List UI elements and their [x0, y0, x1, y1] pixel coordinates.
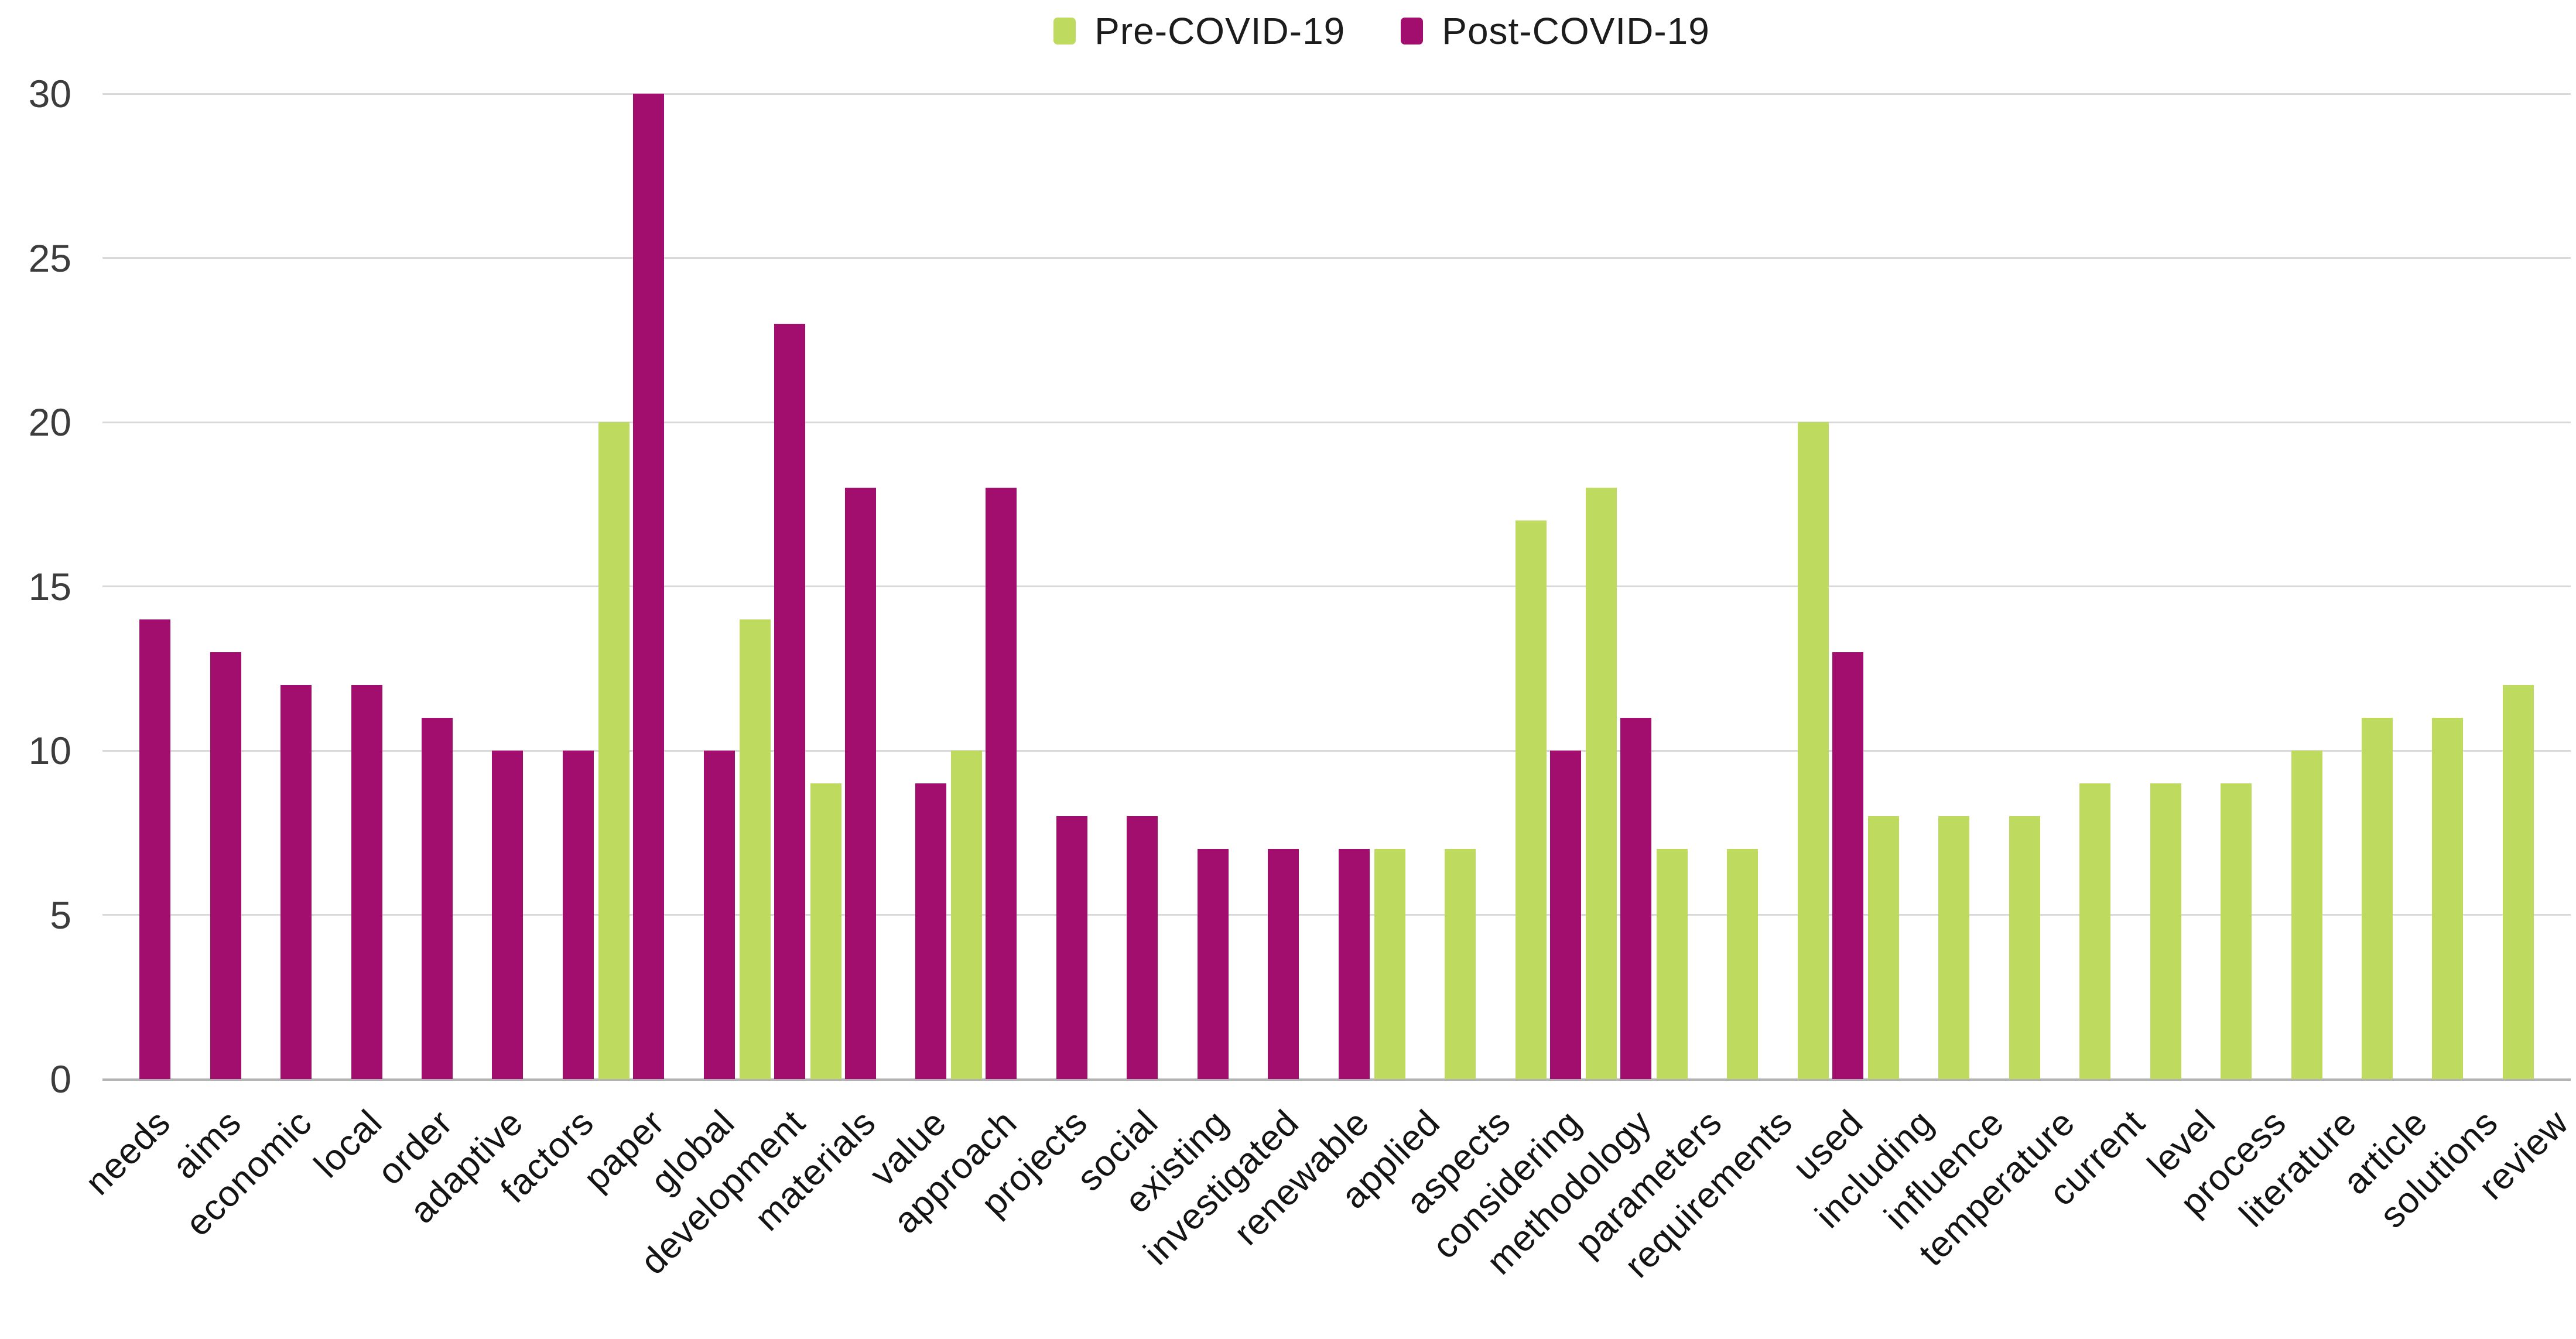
gridline: [102, 421, 2571, 423]
post-covid-bar-existing: [1197, 849, 1229, 1079]
pre-covid-bar-article: [2361, 717, 2393, 1079]
legend-label: Pre-COVID-19: [1094, 10, 1346, 52]
legend-swatch-icon: [1053, 18, 1076, 44]
pre-covid-bar-considering: [1515, 520, 1547, 1079]
y-axis-tick-label: 25: [28, 236, 71, 280]
pre-covid-bar-used: [1797, 422, 1829, 1079]
x-axis-tick-label: needs: [77, 1102, 179, 1203]
post-covid-bar-aims: [210, 652, 241, 1079]
y-axis-tick-label: 20: [28, 400, 71, 444]
legend-label: Post-COVID-19: [1442, 10, 1710, 52]
post-covid-bar-projects: [1056, 816, 1087, 1079]
post-covid-bar-materials: [844, 488, 876, 1079]
post-covid-bar-development: [774, 323, 806, 1079]
pre-covid-bar-development: [740, 619, 771, 1079]
post-covid-bar-renewable: [1338, 849, 1370, 1079]
post-covid-bar-paper: [633, 94, 665, 1079]
y-axis-tick-label: 0: [50, 1057, 71, 1101]
pre-covid-bar-paper: [598, 422, 630, 1079]
y-axis-tick-label: 15: [28, 564, 71, 608]
pre-covid-bar-parameters: [1656, 849, 1688, 1079]
pre-covid-bar-influence: [1938, 816, 1970, 1079]
legend-swatch-icon: [1401, 18, 1424, 44]
gridline: [102, 585, 2571, 587]
post-covid-bar-social: [1127, 816, 1158, 1079]
gridline: [102, 257, 2571, 259]
pre-covid-bar-literature: [2291, 751, 2322, 1079]
post-covid-bar-global: [703, 751, 735, 1079]
pre-covid-bar-requirements: [1727, 849, 1759, 1079]
post-covid-bar-methodology: [1620, 717, 1652, 1079]
pre-covid-bar-review: [2502, 684, 2534, 1079]
x-axis-tick-label: local: [306, 1102, 390, 1186]
post-covid-bar-order: [421, 717, 453, 1079]
post-covid-bar-factors: [562, 751, 594, 1079]
pre-covid-bar-current: [2079, 783, 2111, 1079]
pre-covid-bar-level: [2150, 783, 2181, 1079]
legend-item-pre-covid[interactable]: Pre-COVID-19: [1053, 9, 1345, 53]
y-axis-tick-label: 5: [50, 893, 71, 937]
post-covid-bar-local: [351, 684, 382, 1079]
post-covid-bar-adaptive: [492, 751, 524, 1079]
pre-covid-bar-aspects: [1445, 849, 1476, 1079]
pre-covid-bar-temperature: [2009, 816, 2040, 1079]
post-covid-bar-needs: [139, 619, 171, 1079]
post-covid-bar-approach: [986, 488, 1017, 1079]
chart-legend: Pre-COVID-19 Post-COVID-19: [94, 9, 2576, 53]
gridline: [102, 914, 2571, 916]
post-covid-bar-value: [915, 783, 946, 1079]
pre-covid-bar-methodology: [1586, 488, 1617, 1079]
pre-covid-bar-applied: [1374, 849, 1405, 1079]
post-covid-bar-investigated: [1268, 849, 1299, 1079]
pre-covid-bar-process: [2221, 783, 2252, 1079]
y-axis-tick-label: 30: [28, 72, 71, 115]
x-axis-line: [102, 1078, 2571, 1081]
post-covid-bar-considering: [1549, 751, 1581, 1079]
y-axis-tick-label: 10: [28, 729, 71, 772]
gridline: [102, 749, 2571, 752]
post-covid-bar-used: [1832, 652, 1863, 1079]
pre-covid-bar-approach: [951, 751, 983, 1079]
post-covid-bar-economic: [280, 684, 312, 1079]
pre-covid-bar-including: [1867, 816, 1899, 1079]
pre-covid-bar-solutions: [2432, 717, 2464, 1079]
gridline: [102, 93, 2571, 95]
legend-item-post-covid[interactable]: Post-COVID-19: [1401, 9, 1710, 53]
pre-covid-bar-materials: [810, 783, 841, 1079]
